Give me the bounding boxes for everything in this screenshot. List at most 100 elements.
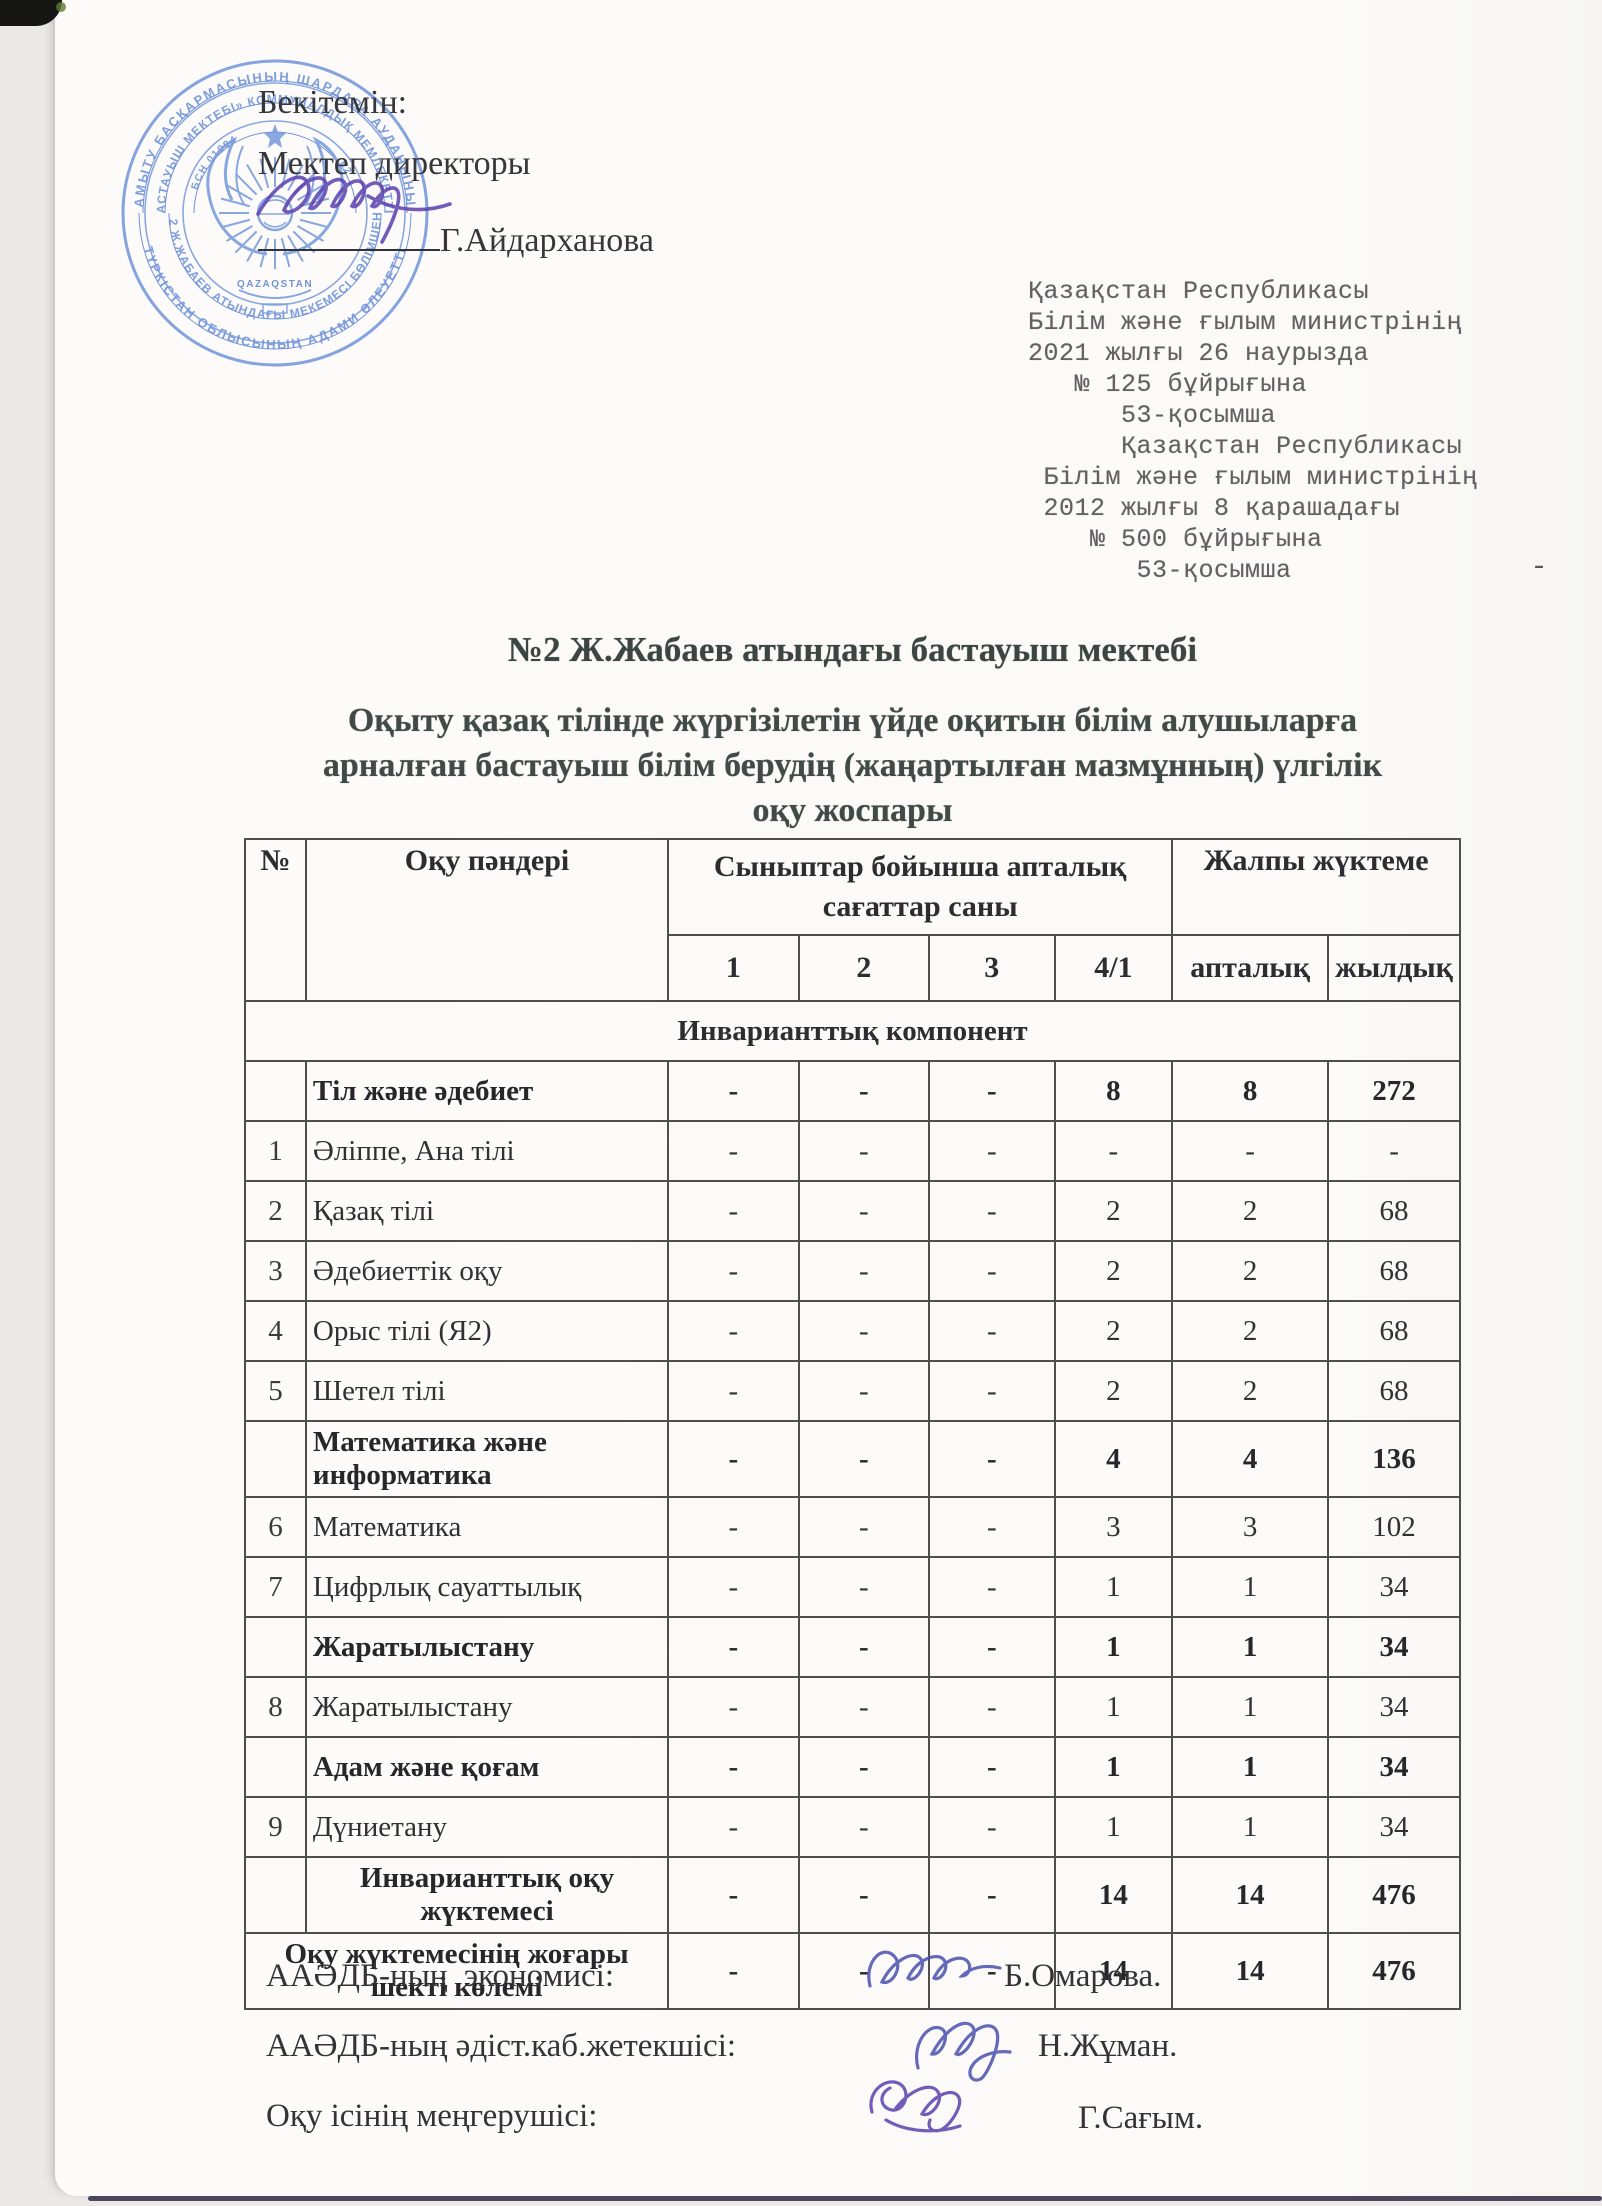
- value-cell: -: [928, 1616, 1056, 1678]
- value-cell: 2: [1053, 1240, 1174, 1302]
- value-cell: -: [928, 1360, 1056, 1422]
- curriculum-table: № Оқу пәндері Сыныптар бойынша апталық с…: [243, 838, 1461, 2010]
- header-grade-2: 2: [797, 934, 931, 1002]
- scan-bottom-edge: [88, 2196, 1602, 2201]
- table-row: 2 Қазақ тілі - - -2 2 68: [244, 1180, 1461, 1242]
- value-cell: -: [667, 1360, 800, 1422]
- value-cell: 34: [1327, 1796, 1461, 1858]
- value-cell: -: [667, 1120, 800, 1182]
- row-number-cell: 2: [244, 1180, 307, 1242]
- table-row: Тіл және әдебиет - - -8 8 272: [244, 1060, 1461, 1122]
- value-cell: -: [1327, 1120, 1461, 1182]
- row-number-cell: [244, 1736, 307, 1798]
- table-row: Инварианттық оқу жүктемесі - - -14 14 476: [244, 1856, 1461, 1934]
- table-row: Математика және информатика - - -4 4 136: [244, 1420, 1461, 1498]
- header-num: №: [244, 838, 307, 1002]
- value-cell: 136: [1327, 1420, 1461, 1498]
- table-header-row-1: № Оқу пәндері Сыныптар бойынша апталық с…: [244, 838, 1461, 1002]
- header-grade-3: 3: [928, 934, 1056, 1002]
- value-cell: 34: [1327, 1676, 1461, 1738]
- value-cell: 102: [1327, 1496, 1461, 1558]
- value-cell: -: [797, 1120, 931, 1182]
- value-cell: -: [1053, 1120, 1174, 1182]
- value-cell: 272: [1327, 1060, 1461, 1122]
- value-cell: -: [797, 1556, 931, 1618]
- value-cell: 2: [1171, 1180, 1330, 1242]
- stamp-banner-text: QAZAQSTAN: [237, 279, 313, 290]
- row-number-cell: 3: [244, 1240, 307, 1302]
- value-cell: -: [928, 1060, 1056, 1122]
- table-row: 1 Әліппе, Ана тілі - - - - - -: [244, 1120, 1461, 1182]
- approval-block: Бекітемін: Мектеп директоры Г.Айдарханов…: [258, 84, 654, 283]
- value-cell: -: [1171, 1120, 1330, 1182]
- value-cell: 14: [1053, 1856, 1174, 1934]
- signer-name-study-head: Г.Сағым.: [1078, 2100, 1204, 2136]
- school-stamp: ДАМЫТУ БАСҚАРМАСЫНЫҢ ШАРДАРА АУДАНЫНЫҢ Т…: [109, 42, 434, 372]
- value-cell: -: [797, 1180, 931, 1242]
- table-row: 8 Жаратылыстану - - -1 1 34: [244, 1676, 1461, 1738]
- value-cell: 2: [1053, 1300, 1174, 1362]
- value-cell: -: [667, 1676, 800, 1738]
- table-row: 7 Цифрлық сауаттылық - - -1 1 34: [244, 1556, 1461, 1618]
- value-cell: 1: [1053, 1796, 1174, 1858]
- value-cell: -: [928, 1856, 1056, 1934]
- curriculum-table-body: Инварианттық компонент Тіл және әдебиет - -…: [243, 1000, 1461, 2010]
- approval-line-1: Бекітемін:: [258, 84, 408, 121]
- table-row: Адам және қоғам - - -1 1 34: [244, 1736, 1461, 1798]
- value-cell: 34: [1327, 1616, 1461, 1678]
- value-cell: 34: [1327, 1556, 1461, 1618]
- row-number-cell: 8: [244, 1676, 307, 1738]
- value-cell: -: [928, 1676, 1056, 1738]
- value-cell: -: [667, 1556, 800, 1618]
- value-cell: -: [928, 1556, 1056, 1618]
- value-cell: -: [667, 1932, 800, 2010]
- value-cell: -: [928, 1420, 1056, 1498]
- value-cell: -: [928, 1796, 1056, 1858]
- value-cell: 68: [1327, 1240, 1461, 1302]
- row-number-cell: [244, 1060, 307, 1122]
- signer-label-economist: ААӘДБ-ның экономисі:: [266, 1958, 615, 1994]
- signer-name-method-head: Н.Жұман.: [1038, 2028, 1178, 2064]
- value-cell: -: [797, 1240, 931, 1302]
- row-number-cell: 5: [244, 1360, 307, 1422]
- value-cell: -: [667, 1616, 800, 1678]
- header-grade-4: 4/1: [1053, 934, 1174, 1002]
- subject-cell: Орыс тілі (Я2): [304, 1300, 670, 1362]
- value-cell: -: [928, 1736, 1056, 1798]
- economist-signature: [867, 1950, 1002, 1988]
- scan-artifact-dash: -: [1534, 548, 1544, 581]
- section-title: Инварианттық компонент: [244, 1000, 1461, 1062]
- value-cell: -: [928, 1180, 1056, 1242]
- table-row: Жаратылыстану - - -1 1 34: [244, 1616, 1461, 1678]
- value-cell: -: [928, 1300, 1056, 1362]
- subject-cell: Жаратылыстану: [304, 1676, 670, 1738]
- value-cell: 4: [1171, 1420, 1330, 1498]
- value-cell: -: [797, 1796, 931, 1858]
- header-subject: Оқу пәндері: [304, 838, 670, 1002]
- stamp-emblem-icon: ДАМЫТУ БАСҚАРМАСЫНЫҢ ШАРДАРА АУДАНЫНЫҢ Т…: [109, 42, 429, 367]
- value-cell: 476: [1327, 1856, 1461, 1934]
- value-cell: 1: [1053, 1676, 1174, 1738]
- header-grade-1: 1: [667, 934, 800, 1002]
- value-cell: 2: [1171, 1300, 1330, 1362]
- value-cell: -: [797, 1736, 931, 1798]
- subject-cell: Инварианттық оқу жүктемесі: [304, 1856, 670, 1934]
- method-head-signature: [915, 2021, 1012, 2082]
- row-number-cell: 4: [244, 1300, 307, 1362]
- value-cell: -: [667, 1736, 800, 1798]
- subject-cell: Математика және информатика: [304, 1420, 670, 1498]
- value-cell: -: [797, 1060, 931, 1122]
- value-cell: 1: [1171, 1616, 1330, 1678]
- header-total-group: Жалпы жүктеме: [1171, 838, 1461, 936]
- subject-cell: Адам және қоғам: [304, 1736, 670, 1798]
- signature-underline: [258, 219, 440, 251]
- value-cell: -: [667, 1240, 800, 1302]
- subject-cell: Қазақ тілі: [304, 1180, 670, 1242]
- value-cell: 3: [1171, 1496, 1330, 1558]
- value-cell: 1: [1171, 1556, 1330, 1618]
- value-cell: -: [797, 1300, 931, 1362]
- value-cell: 68: [1327, 1360, 1461, 1422]
- approval-signature-line: Г.Айдарханова: [258, 219, 654, 259]
- value-cell: -: [928, 1120, 1056, 1182]
